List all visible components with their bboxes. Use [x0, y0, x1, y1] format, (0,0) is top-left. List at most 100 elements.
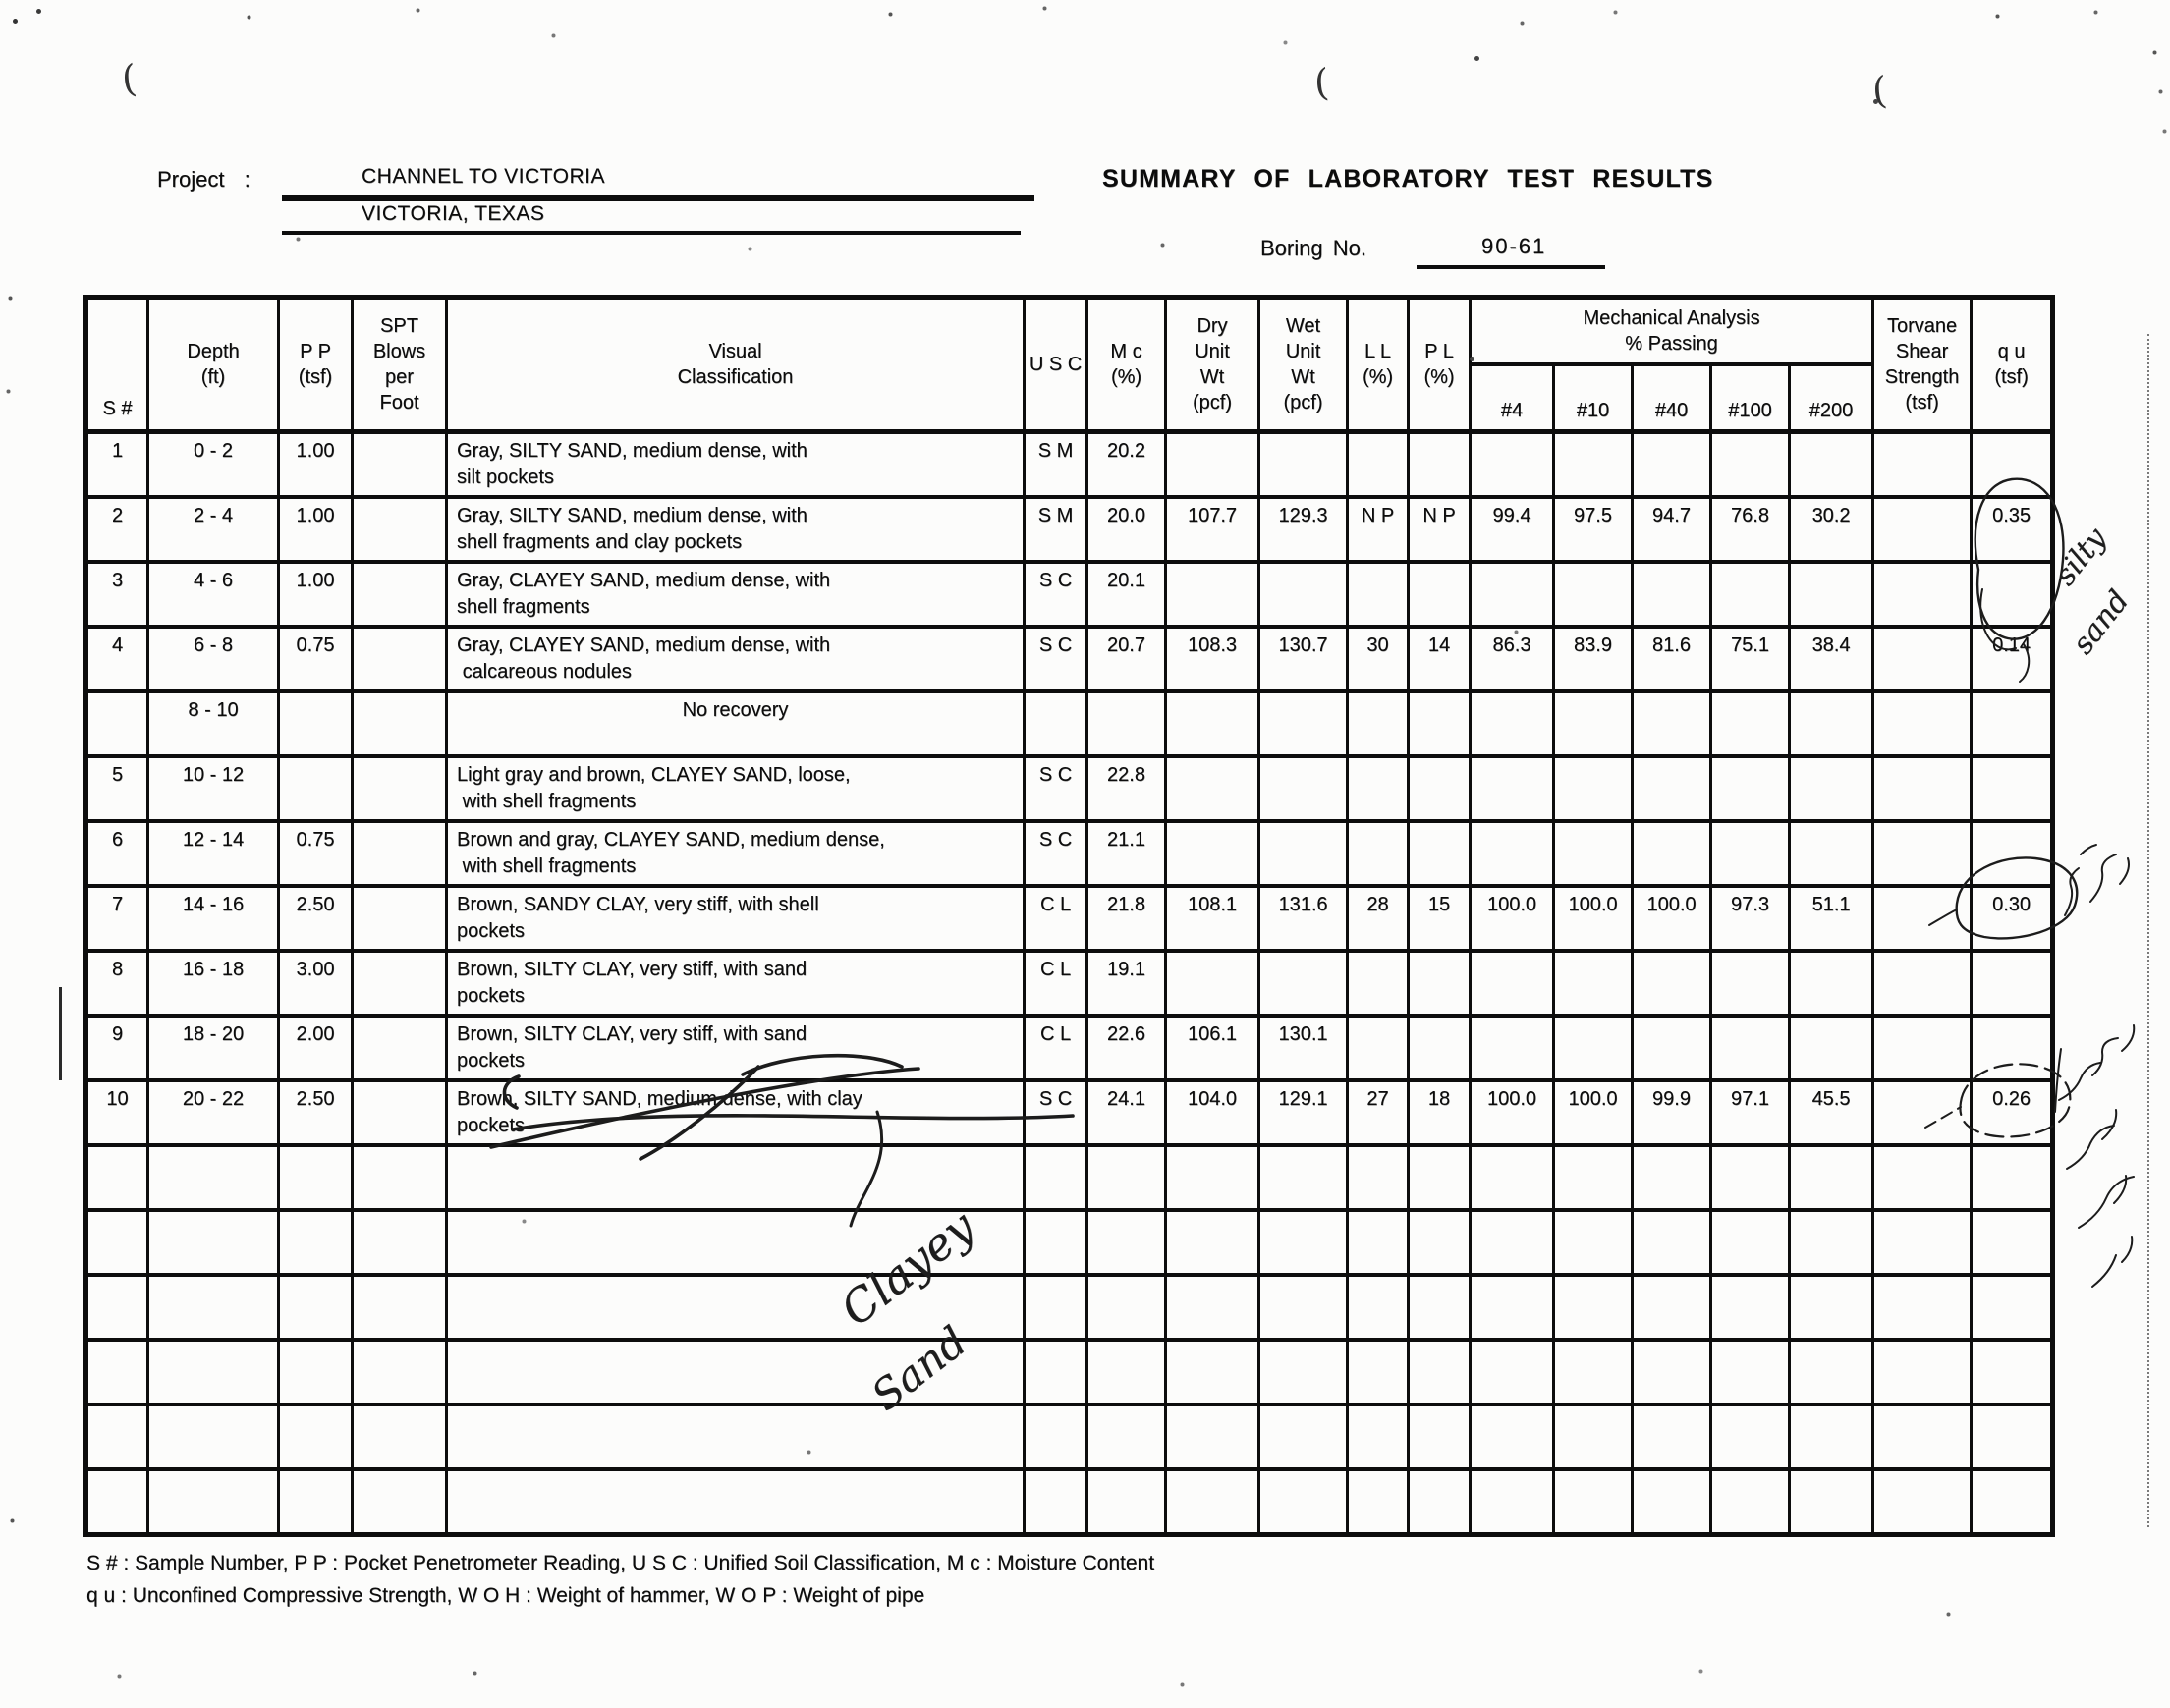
col-header-sieve-4: #4: [1469, 362, 1555, 433]
cell-spt: [351, 884, 448, 953]
lab-results-table: S # Depth (ft) P P (tsf) SPT Blows per F…: [83, 295, 2056, 1537]
cell-pp: 2.00: [277, 1014, 354, 1082]
cell-qu: [1970, 1014, 2055, 1082]
cell-p10: [1552, 430, 1634, 499]
cell-usc: C L: [1023, 1014, 1088, 1082]
cell-s: 2: [84, 495, 149, 564]
cell-p4: 99.4: [1469, 495, 1555, 564]
col-header-mc: M c (%): [1085, 296, 1167, 433]
cell-dry: [1164, 1273, 1260, 1342]
cell-qu: [1970, 689, 2055, 758]
cell-spt: [351, 430, 448, 499]
cell-pl: [1407, 1208, 1472, 1277]
cell-p200: [1787, 430, 1875, 499]
cell-depth: [146, 1143, 280, 1212]
col-header-pl: P L (%): [1407, 296, 1472, 433]
table-row-empty: [84, 1143, 2055, 1212]
cell-spt: [351, 819, 448, 888]
cell-pp: [277, 1273, 354, 1342]
col-header-visual-classification: Visual Classification: [445, 296, 1026, 433]
cell-p200: [1787, 1273, 1875, 1342]
cell-qu: 0.26: [1970, 1078, 2055, 1147]
table-row: 6 12 - 14 0.75 Brown and gray, CLAYEY SAND,…: [84, 819, 2055, 888]
cell-tv: [1871, 1273, 1974, 1342]
cell-depth: 14 - 16: [146, 884, 280, 953]
cell-dry: [1164, 1208, 1260, 1277]
cell-usc: [1023, 1273, 1088, 1342]
cell-depth: 18 - 20: [146, 1014, 280, 1082]
cell-p200: [1787, 1208, 1875, 1277]
cell-p40: 94.7: [1631, 495, 1712, 564]
cell-p200: [1787, 819, 1875, 888]
boring-no-value: 90-61: [1481, 234, 1547, 258]
cell-qu: [1970, 819, 2055, 888]
cell-wet: [1257, 1273, 1349, 1342]
illegible-scribble-row10: [2054, 1024, 2136, 1288]
cell-spt: [351, 495, 448, 564]
cell-mc: 20.7: [1085, 625, 1167, 693]
cell-pp: 1.00: [277, 495, 354, 564]
cell-p40: 100.0: [1631, 884, 1712, 953]
cell-pp: [277, 1338, 354, 1406]
col-header-torvane-shear: Torvane Shear Strength (tsf): [1871, 296, 1974, 433]
cell-pl: [1407, 1403, 1472, 1471]
cell-pl: [1407, 560, 1472, 629]
cell-dry: [1164, 819, 1260, 888]
cell-p200: 38.4: [1787, 625, 1875, 693]
cell-spt: [351, 1403, 448, 1471]
cell-ll: 27: [1346, 1078, 1410, 1147]
table-row: 10 20 - 22 2.50 Brown, SILTY SAND, medium d…: [84, 1078, 2055, 1147]
cell-p200: 30.2: [1787, 495, 1875, 564]
cell-tv: [1871, 1467, 1974, 1536]
cell-wet: [1257, 430, 1349, 499]
cell-p4: [1469, 1014, 1555, 1082]
cell-p40: [1631, 560, 1712, 629]
cell-p200: [1787, 754, 1875, 823]
cell-depth: [146, 1403, 280, 1471]
cell-ll: [1346, 1273, 1410, 1342]
cell-p4: [1469, 430, 1555, 499]
cell-s: [84, 689, 149, 758]
cell-p200: [1787, 1338, 1875, 1406]
cell-qu: [1970, 1208, 2055, 1277]
cell-p10: [1552, 1403, 1634, 1471]
cell-cls: Brown and gray, CLAYEY SAND, medium dens…: [445, 819, 1026, 888]
footer-note-abbreviations-1: S # : Sample Number, P P : Pocket Penetr…: [86, 1552, 1155, 1574]
cell-pp: [277, 1208, 354, 1277]
cell-p100: 76.8: [1709, 495, 1791, 564]
table-row-empty: [84, 1338, 2055, 1406]
cell-p4: 100.0: [1469, 1078, 1555, 1147]
cell-pp: [277, 754, 354, 823]
cell-depth: [146, 1338, 280, 1406]
cell-spt: [351, 625, 448, 693]
cell-mc: [1085, 689, 1167, 758]
cell-usc: C L: [1023, 949, 1088, 1018]
cell-tv: [1871, 1403, 1974, 1471]
cell-wet: [1257, 560, 1349, 629]
cell-p40: [1631, 1208, 1712, 1277]
cell-p4: [1469, 1208, 1555, 1277]
col-header-wet-unit-wt: Wet Unit Wt (pcf): [1257, 296, 1349, 433]
cell-cls: [445, 1403, 1026, 1471]
cell-usc: [1023, 1467, 1088, 1536]
cell-p100: [1709, 1014, 1791, 1082]
cell-pl: [1407, 1143, 1472, 1212]
col-header-sieve-40: #40: [1631, 362, 1712, 433]
col-header-sieve-200: #200: [1787, 362, 1875, 433]
illegible-scribble-row7: [2064, 844, 2130, 916]
cell-qu: [1970, 1143, 2055, 1212]
cell-ll: [1346, 819, 1410, 888]
cell-depth: [146, 1467, 280, 1536]
cell-ll: [1346, 1143, 1410, 1212]
cell-spt: [351, 560, 448, 629]
cell-usc: C L: [1023, 884, 1088, 953]
cell-spt: [351, 1338, 448, 1406]
cell-p100: [1709, 754, 1791, 823]
cell-mc: 22.6: [1085, 1014, 1167, 1082]
col-header-pp: P P (tsf): [277, 296, 354, 433]
col-header-sieve-100: #100: [1709, 362, 1791, 433]
cell-p100: [1709, 689, 1791, 758]
cell-dry: [1164, 1467, 1260, 1536]
